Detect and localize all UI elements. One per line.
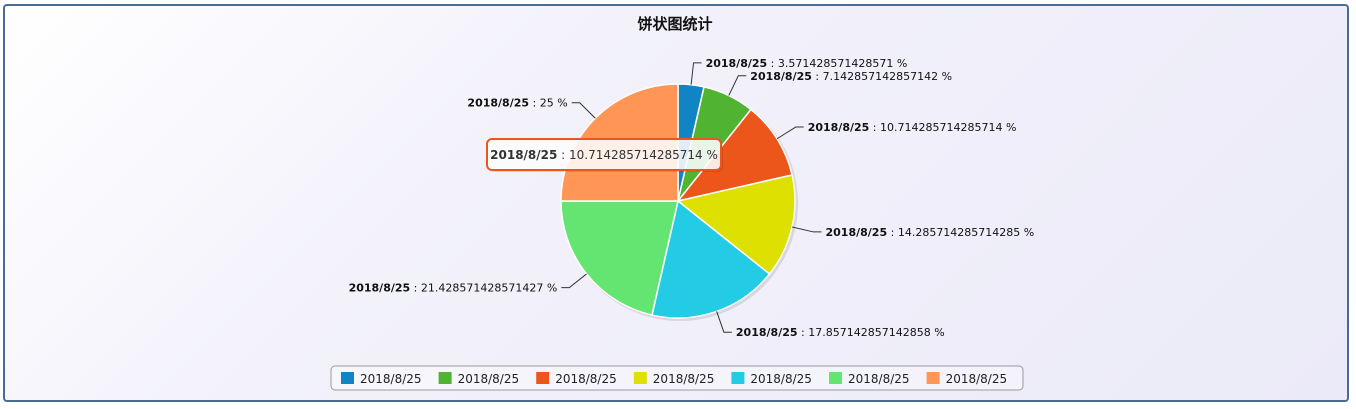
- tooltip-text: 2018/8/25 : 10.714285714285714 %: [490, 148, 718, 162]
- legend-swatch: [731, 372, 745, 384]
- label-connector-1: [728, 75, 747, 96]
- tooltip-name: 2018/8/25: [490, 148, 557, 162]
- legend-swatch: [829, 372, 842, 384]
- label-connector-4: [716, 311, 732, 333]
- legend-label: 2018/8/25: [653, 372, 715, 386]
- data-label-2: 2018/8/25 : 10.714285714285714 %: [808, 121, 1017, 134]
- data-label-value: : 3.571428571428571 %: [767, 57, 907, 70]
- chart-panel: 饼状图统计 2018/8/25 : 3.571428571428571 % 201…: [3, 4, 1349, 402]
- tooltip: 2018/8/25 : 10.714285714285714 %: [486, 138, 723, 172]
- label-connector-2: [776, 126, 804, 140]
- legend-item-6[interactable]: 2018/8/25: [926, 372, 1008, 386]
- data-label-value: : 10.714285714285714 %: [869, 121, 1016, 134]
- label-connector-0: [690, 62, 702, 85]
- legend-swatch: [341, 372, 354, 384]
- data-label-value: : 7.142857142857142 %: [812, 70, 952, 83]
- legend-label: 2018/8/25: [750, 372, 812, 386]
- tooltip-box: [486, 138, 722, 171]
- legend-label: 2018/8/25: [458, 372, 520, 386]
- data-labels: 2018/8/25 : 3.571428571428571 %2018/8/25…: [349, 57, 1035, 339]
- data-label-4: 2018/8/25 : 17.857142857142858 %: [736, 326, 945, 339]
- data-label-5: 2018/8/25 : 21.428571428571427 %: [349, 282, 558, 295]
- legend-item-3[interactable]: 2018/8/25: [633, 372, 715, 386]
- data-label-0: 2018/8/25 : 3.571428571428571 %: [706, 57, 908, 70]
- legend-item-0[interactable]: 2018/8/25: [341, 372, 422, 386]
- legend-item-5[interactable]: 2018/8/25: [829, 372, 910, 386]
- legend-item-2[interactable]: 2018/8/25: [536, 372, 617, 386]
- data-label-name: 2018/8/25: [826, 226, 888, 239]
- legend: 2018/8/25 2018/8/25 2018/8/25 2018/8/25 2018…: [330, 365, 1024, 391]
- label-connector-6: [571, 102, 596, 119]
- legend-label: 2018/8/25: [555, 372, 617, 386]
- label-connector-5: [561, 273, 587, 289]
- data-label-name: 2018/8/25: [736, 326, 798, 339]
- data-label-value: : 21.428571428571427 %: [410, 282, 557, 295]
- data-label-3: 2018/8/25 : 14.285714285714285 %: [826, 226, 1035, 239]
- legend-label: 2018/8/25: [946, 372, 1008, 386]
- legend-swatch: [536, 372, 550, 384]
- legend-item-1[interactable]: 2018/8/25: [438, 372, 520, 386]
- data-label-value: : 25 %: [529, 97, 568, 110]
- legend-swatch: [926, 372, 940, 384]
- label-connector-3: [791, 226, 822, 233]
- pie-slice-3[interactable]: [676, 174, 796, 276]
- pie-chart: 饼状图统计 2018/8/25 : 3.571428571428571 %201…: [330, 15, 1035, 391]
- data-label-value: : 17.857142857142858 %: [798, 326, 945, 339]
- data-label-name: 2018/8/25: [467, 97, 529, 110]
- pie-slice-2[interactable]: [676, 108, 793, 203]
- data-label-name: 2018/8/25: [808, 121, 870, 134]
- data-label-6: 2018/8/25 : 25 %: [467, 97, 567, 110]
- data-label-name: 2018/8/25: [750, 70, 812, 83]
- pie-slice-4[interactable]: [651, 199, 771, 319]
- legend-swatch: [633, 372, 647, 384]
- pie-slices: [560, 83, 798, 321]
- data-label-name: 2018/8/25: [706, 57, 768, 70]
- legend-item-4[interactable]: 2018/8/25: [731, 372, 812, 386]
- legend-swatch: [438, 372, 452, 384]
- legend-label: 2018/8/25: [848, 372, 910, 386]
- legend-box: [330, 365, 1024, 391]
- data-label-value: : 14.285714285714285 %: [887, 226, 1034, 239]
- data-label-1: 2018/8/25 : 7.142857142857142 %: [750, 70, 952, 83]
- legend-label: 2018/8/25: [360, 372, 422, 386]
- tooltip-value: : 10.714285714285714 %: [557, 148, 718, 162]
- data-label-name: 2018/8/25: [349, 282, 411, 295]
- chart-title: 饼状图统计: [637, 15, 712, 33]
